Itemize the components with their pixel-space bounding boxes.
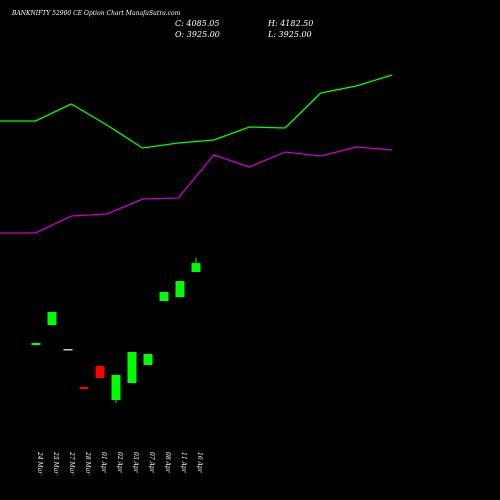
candle-body	[63, 349, 73, 351]
candle-body	[127, 352, 137, 383]
candle-body	[79, 387, 89, 389]
candle-body	[143, 354, 153, 365]
high-label: H: 4182.50	[267, 19, 313, 28]
x-tick-label: 11 Apr	[180, 452, 187, 474]
candle-body	[159, 292, 169, 301]
x-tick-label: 25 Mar	[52, 451, 59, 475]
chart-title: BANKNIFTY 52900 CE Option Chart MunafaSu…	[11, 10, 181, 17]
candle-body	[31, 343, 41, 345]
low-label: L: 3925.00	[267, 30, 312, 39]
x-tick-label: 02 Apr	[116, 452, 123, 474]
open-label: O: 3925.00	[175, 30, 220, 39]
x-tick-label: 27 Mar	[68, 451, 75, 475]
x-tick-label: 28 Mar	[84, 451, 91, 475]
x-tick-label: 01 Apr	[100, 452, 107, 474]
x-tick-label: 16 Apr	[196, 452, 203, 474]
indicator-line	[0, 74, 393, 149]
x-tick-label: 03 Apr	[132, 452, 139, 474]
indicator-line	[0, 146, 393, 234]
candle-body	[111, 375, 121, 400]
candle-body	[175, 281, 185, 297]
close-label: C: 4085.05	[175, 19, 219, 28]
x-tick-label: 08 Apr	[164, 452, 171, 474]
x-tick-label: 24 Mar	[36, 451, 43, 475]
candle-body	[47, 312, 57, 325]
x-tick-label: 07 Apr	[148, 452, 155, 474]
candle-body	[95, 366, 105, 378]
candle-body	[191, 263, 201, 272]
